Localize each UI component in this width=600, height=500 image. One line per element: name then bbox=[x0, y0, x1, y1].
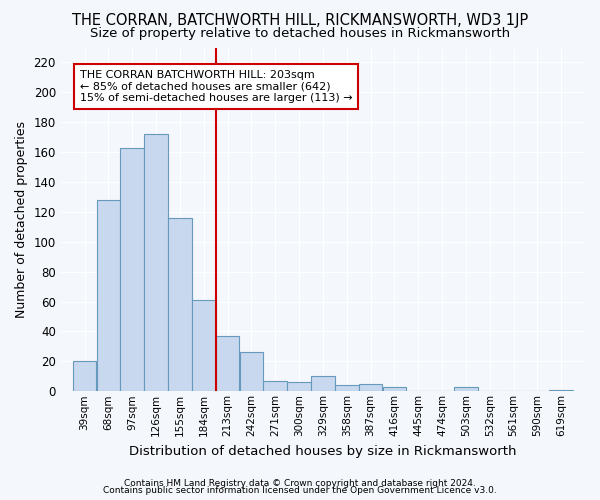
Text: THE CORRAN BATCHWORTH HILL: 203sqm
← 85% of detached houses are smaller (642)
15: THE CORRAN BATCHWORTH HILL: 203sqm ← 85%… bbox=[80, 70, 352, 103]
Bar bbox=[239, 352, 263, 392]
X-axis label: Distribution of detached houses by size in Rickmansworth: Distribution of detached houses by size … bbox=[129, 444, 517, 458]
Text: Size of property relative to detached houses in Rickmansworth: Size of property relative to detached ho… bbox=[90, 28, 510, 40]
Bar bbox=[454, 387, 478, 392]
Text: Contains HM Land Registry data © Crown copyright and database right 2024.: Contains HM Land Registry data © Crown c… bbox=[124, 478, 476, 488]
Bar bbox=[335, 386, 359, 392]
Bar bbox=[311, 376, 335, 392]
Bar bbox=[73, 362, 97, 392]
Text: THE CORRAN, BATCHWORTH HILL, RICKMANSWORTH, WD3 1JP: THE CORRAN, BATCHWORTH HILL, RICKMANSWOR… bbox=[72, 12, 528, 28]
Bar bbox=[121, 148, 144, 392]
Bar bbox=[97, 200, 120, 392]
Bar bbox=[145, 134, 168, 392]
Bar bbox=[550, 390, 573, 392]
Bar bbox=[359, 384, 382, 392]
Bar bbox=[216, 336, 239, 392]
Y-axis label: Number of detached properties: Number of detached properties bbox=[15, 121, 28, 318]
Bar bbox=[192, 300, 215, 392]
Bar bbox=[383, 387, 406, 392]
Bar bbox=[168, 218, 192, 392]
Bar bbox=[263, 381, 287, 392]
Bar bbox=[287, 382, 311, 392]
Text: Contains public sector information licensed under the Open Government Licence v3: Contains public sector information licen… bbox=[103, 486, 497, 495]
